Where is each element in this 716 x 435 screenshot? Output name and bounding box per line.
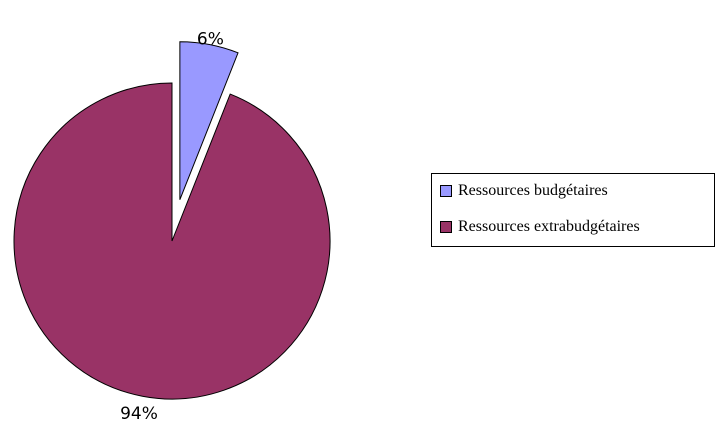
pie-slices — [13, 41, 331, 400]
legend: Ressources budgétaires Ressources extrab… — [431, 173, 715, 247]
legend-label-extrabudgetaires: Ressources extrabudgétaires — [458, 218, 640, 235]
legend-swatch-budgetaires — [440, 185, 452, 197]
pie-data-label-0: 6% — [197, 30, 224, 50]
legend-item-extrabudgetaires: Ressources extrabudgétaires — [440, 218, 640, 236]
legend-label-budgetaires: Ressources budgétaires — [458, 182, 608, 199]
legend-item-budgetaires: Ressources budgétaires — [440, 182, 608, 200]
legend-swatch-extrabudgetaires — [440, 221, 452, 233]
pie-slice-1 — [13, 82, 331, 400]
pie-data-labels: 6% 94% — [120, 30, 224, 424]
pie-slice-0 — [179, 41, 239, 200]
pie-data-label-1: 94% — [120, 404, 158, 424]
